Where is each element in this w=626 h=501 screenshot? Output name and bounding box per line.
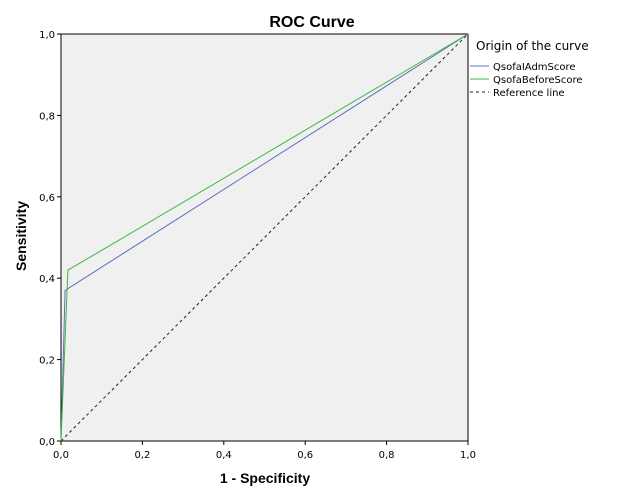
chart-title: ROC Curve (269, 14, 354, 31)
legend: Origin of the curve QsofaIAdmScore Qsofa… (470, 39, 589, 99)
y-tick-label: 0,8 (39, 111, 55, 122)
series-line-qsofaiadmscore (60, 33, 469, 442)
y-axis-ticks: 0,0 0,2 0,4 0,6 0,8 1,0 (39, 30, 61, 448)
legend-label-qsofabeforescore: QsofaBeforeScore (493, 75, 583, 86)
y-tick-label: 0,4 (39, 274, 55, 285)
x-axis-ticks: 0,0 0,2 0,4 0,6 0,8 1,0 (53, 441, 476, 461)
x-tick-label: 1,0 (460, 450, 476, 461)
x-tick-label: 0,8 (379, 450, 395, 461)
x-axis-label: 1 - Specificity (220, 470, 310, 486)
y-tick-label: 0,6 (39, 193, 55, 204)
plot-area (60, 33, 469, 442)
series-line-qsofabeforescore (60, 33, 469, 442)
legend-label-qsofaiadmscore: QsofaIAdmScore (493, 62, 576, 73)
x-tick-label: 0,2 (134, 450, 150, 461)
y-axis-label: Sensitivity (13, 201, 29, 271)
series-layer (60, 33, 469, 442)
y-tick-label: 1,0 (39, 30, 55, 41)
y-tick-label: 0,0 (39, 437, 55, 448)
x-tick-label: 0,0 (53, 450, 69, 461)
y-tick-label: 0,2 (39, 356, 55, 367)
x-tick-label: 0,6 (297, 450, 313, 461)
legend-label-reference-line: Reference line (493, 88, 565, 99)
x-tick-label: 0,4 (216, 450, 232, 461)
legend-title: Origin of the curve (476, 39, 589, 53)
